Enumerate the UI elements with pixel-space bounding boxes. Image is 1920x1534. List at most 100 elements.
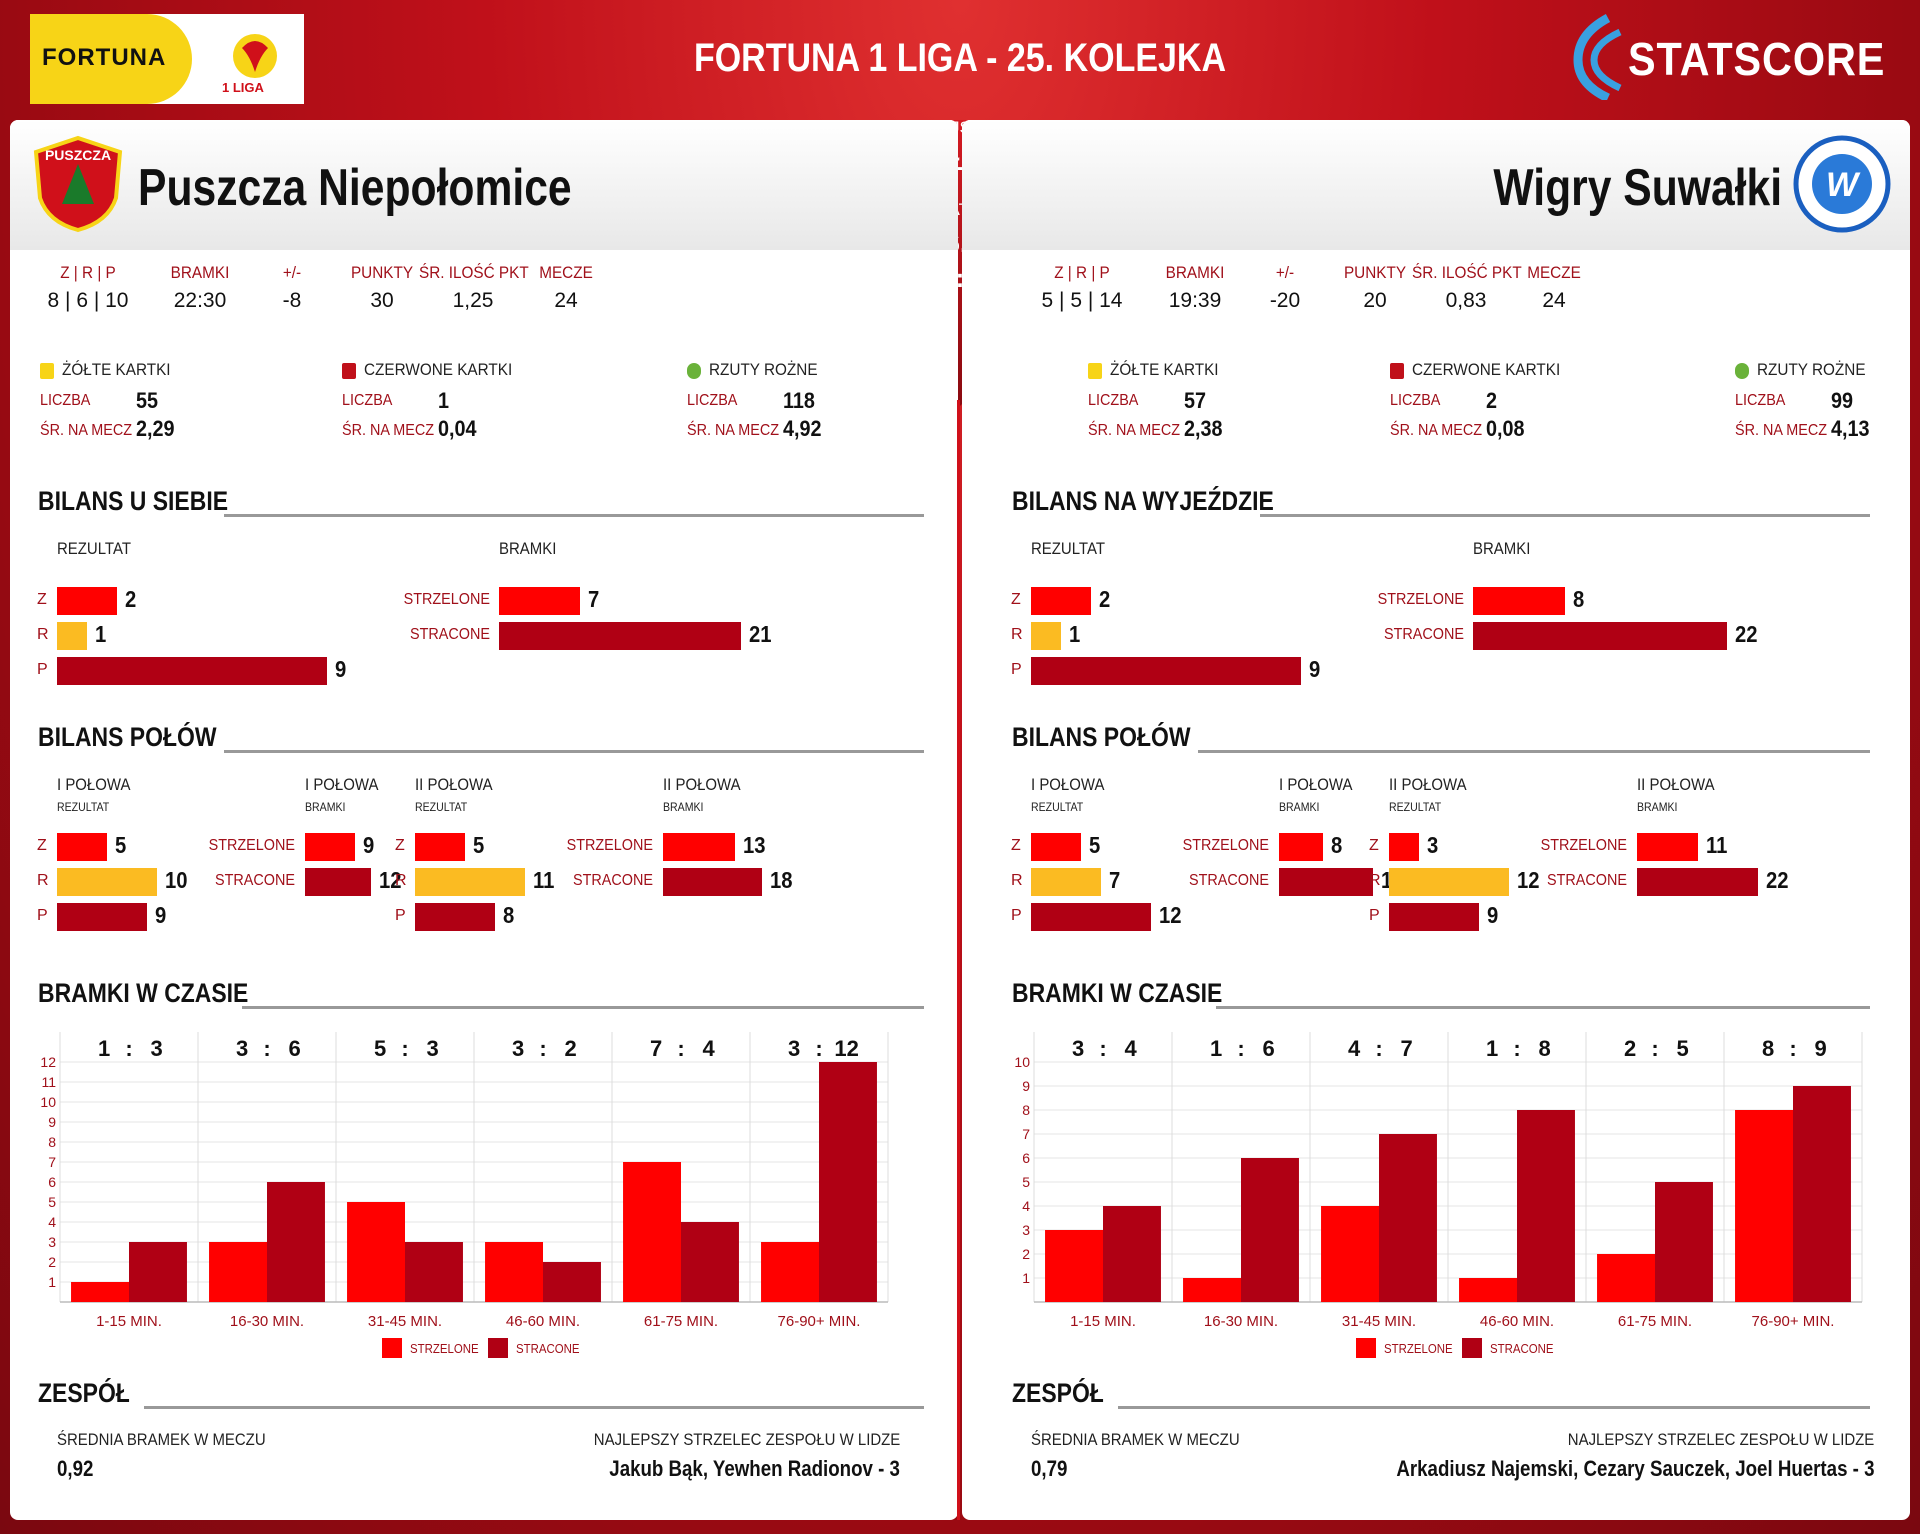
chart-bar-conceded	[819, 1062, 877, 1302]
section-title: BILANS POŁÓW	[1012, 722, 1191, 752]
half-goals-sub: BRAMKI	[1637, 800, 1678, 814]
corners-avg: 4,92	[783, 416, 822, 441]
chart-score-sep: :	[263, 1036, 270, 1061]
stat-value: 30	[370, 289, 394, 312]
section-line	[1216, 1006, 1870, 1009]
half-bar-w	[1031, 833, 1081, 861]
chart-bar-conceded	[1241, 1158, 1299, 1302]
stat-header: +/-	[282, 263, 302, 282]
half-row-label: R	[1369, 872, 1381, 889]
statscore-logo-icon	[1573, 14, 1622, 100]
chart-x-tick: 31-45 MIN.	[1342, 1313, 1416, 1330]
chart-score-conceded: 9	[1814, 1036, 1826, 1061]
chart-score-sep: :	[125, 1036, 132, 1061]
balance-row-label: R	[37, 626, 49, 643]
stat-value: -8	[282, 289, 302, 312]
chart-score-scored: 7	[650, 1036, 662, 1061]
half-bar-w	[57, 833, 107, 861]
stat-header: PUNKTY	[1343, 263, 1407, 282]
balance-bar-d	[57, 622, 87, 650]
half-row-label: R	[395, 872, 407, 889]
half-goals-bar-conceded	[305, 868, 371, 896]
chart-score-scored: 4	[1348, 1036, 1361, 1061]
red-count: 2	[1486, 388, 1498, 413]
balance-goals-value-conceded: 22	[1734, 621, 1758, 647]
stat-header: BRAMKI	[170, 263, 230, 282]
half-row-label: P	[37, 907, 48, 924]
chart-bar-scored	[71, 1282, 129, 1302]
balance-bar-l	[1031, 657, 1301, 685]
chart-bar-scored	[485, 1242, 543, 1302]
corners-count: 99	[1831, 388, 1854, 413]
chart-bar-conceded	[543, 1262, 601, 1302]
section-title: ZESPÓŁ	[38, 1378, 130, 1408]
chart-score-conceded: 3	[426, 1036, 438, 1061]
chart-score-conceded: 6	[1262, 1036, 1274, 1061]
half-bar-w	[415, 833, 465, 861]
chart-x-tick: 1-15 MIN.	[96, 1313, 162, 1330]
red-title: CZERWONE KARTKI	[364, 360, 513, 379]
half-value-w: 5	[115, 832, 127, 858]
balance-goals-bar-scored	[499, 587, 580, 615]
chart-score-conceded: 3	[150, 1036, 162, 1061]
red-card-icon	[1390, 363, 1404, 379]
half-bar-d	[1389, 868, 1509, 896]
chart-y-tick: 6	[1022, 1150, 1030, 1166]
half-value-d: 7	[1109, 867, 1121, 893]
half-result-title: II POŁOWA	[1389, 775, 1467, 794]
chart-y-tick: 7	[48, 1154, 56, 1170]
chart-bar-scored	[1735, 1110, 1793, 1302]
stat-value: 1,25	[452, 289, 494, 312]
chart-x-tick: 16-30 MIN.	[1204, 1313, 1278, 1330]
chart-score-conceded: 4	[1124, 1036, 1137, 1061]
chart-bar-scored	[623, 1162, 681, 1302]
chart-score-sep: :	[1789, 1036, 1796, 1061]
result-label: REZULTAT	[1031, 539, 1105, 558]
chart-y-tick: 10	[40, 1094, 56, 1110]
chart-y-tick: 9	[1022, 1078, 1030, 1094]
balance-bar-w	[1031, 587, 1091, 615]
section-title: BRAMKI W CZASIE	[1012, 978, 1223, 1008]
half-bar-l	[415, 903, 495, 931]
corners-title: RZUTY ROŻNE	[709, 360, 818, 379]
red-count-label: LICZBA	[342, 392, 393, 409]
half-goals-label: STRACONE	[572, 872, 653, 889]
stat-value: 22:30	[173, 289, 227, 312]
section-line	[224, 750, 924, 753]
chart-score-scored: 8	[1762, 1036, 1774, 1061]
yellow-avg-label: ŚR. NA MECZ	[1088, 422, 1181, 439]
half-goals-bar-scored	[305, 833, 355, 861]
half-bar-d	[57, 868, 157, 896]
chart-bar-scored	[1597, 1254, 1655, 1302]
half-row-label: Z	[37, 837, 47, 854]
half-result-title: I POŁOWA	[57, 775, 131, 794]
legend-label-scored: STRZELONE	[1384, 1341, 1453, 1356]
half-row-label: R	[1011, 872, 1023, 889]
half-goals-label: STRACONE	[1546, 872, 1627, 889]
chart-y-tick: 5	[1022, 1174, 1030, 1190]
chart-score-conceded: 12	[834, 1036, 858, 1061]
half-row-label: P	[395, 907, 406, 924]
half-value-l: 9	[155, 902, 167, 928]
corners-count-label: LICZBA	[687, 392, 738, 409]
legend-label-scored: STRZELONE	[410, 1341, 479, 1356]
section-title: BILANS POŁÓW	[38, 722, 217, 752]
top-scorer-label: NAJLEPSZY STRZELEC ZESPOŁU W LIDZE	[593, 1430, 900, 1449]
balance-row-label: P	[37, 661, 48, 678]
balance-row-label: Z	[37, 591, 47, 608]
half-result-title: II POŁOWA	[415, 775, 493, 794]
balance-goals-label: STRACONE	[1383, 626, 1464, 643]
half-goals-value-scored: 9	[362, 832, 374, 858]
chart-score-scored: 3	[1072, 1036, 1084, 1061]
half-value-l: 9	[1487, 902, 1499, 928]
chart-score-sep: :	[1651, 1036, 1658, 1061]
stat-value: 24	[1542, 289, 1566, 312]
stat-header: Z | R | P	[60, 263, 116, 282]
team-name: Wigry Suwałki	[1493, 159, 1782, 217]
half-bar-d	[1031, 868, 1101, 896]
half-value-w: 5	[1089, 832, 1101, 858]
half-row-label: Z	[1011, 837, 1021, 854]
stat-value: 5 | 5 | 14	[1041, 289, 1123, 312]
chart-bar-scored	[1183, 1278, 1241, 1302]
